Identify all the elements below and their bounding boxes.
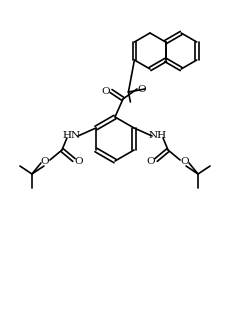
Text: O: O: [147, 157, 155, 166]
Text: HN: HN: [63, 130, 81, 139]
Text: O: O: [75, 157, 83, 166]
Text: O: O: [181, 157, 189, 166]
Text: O: O: [41, 157, 49, 166]
Text: NH: NH: [149, 130, 167, 139]
Text: O: O: [138, 85, 146, 93]
Text: O: O: [102, 86, 110, 95]
